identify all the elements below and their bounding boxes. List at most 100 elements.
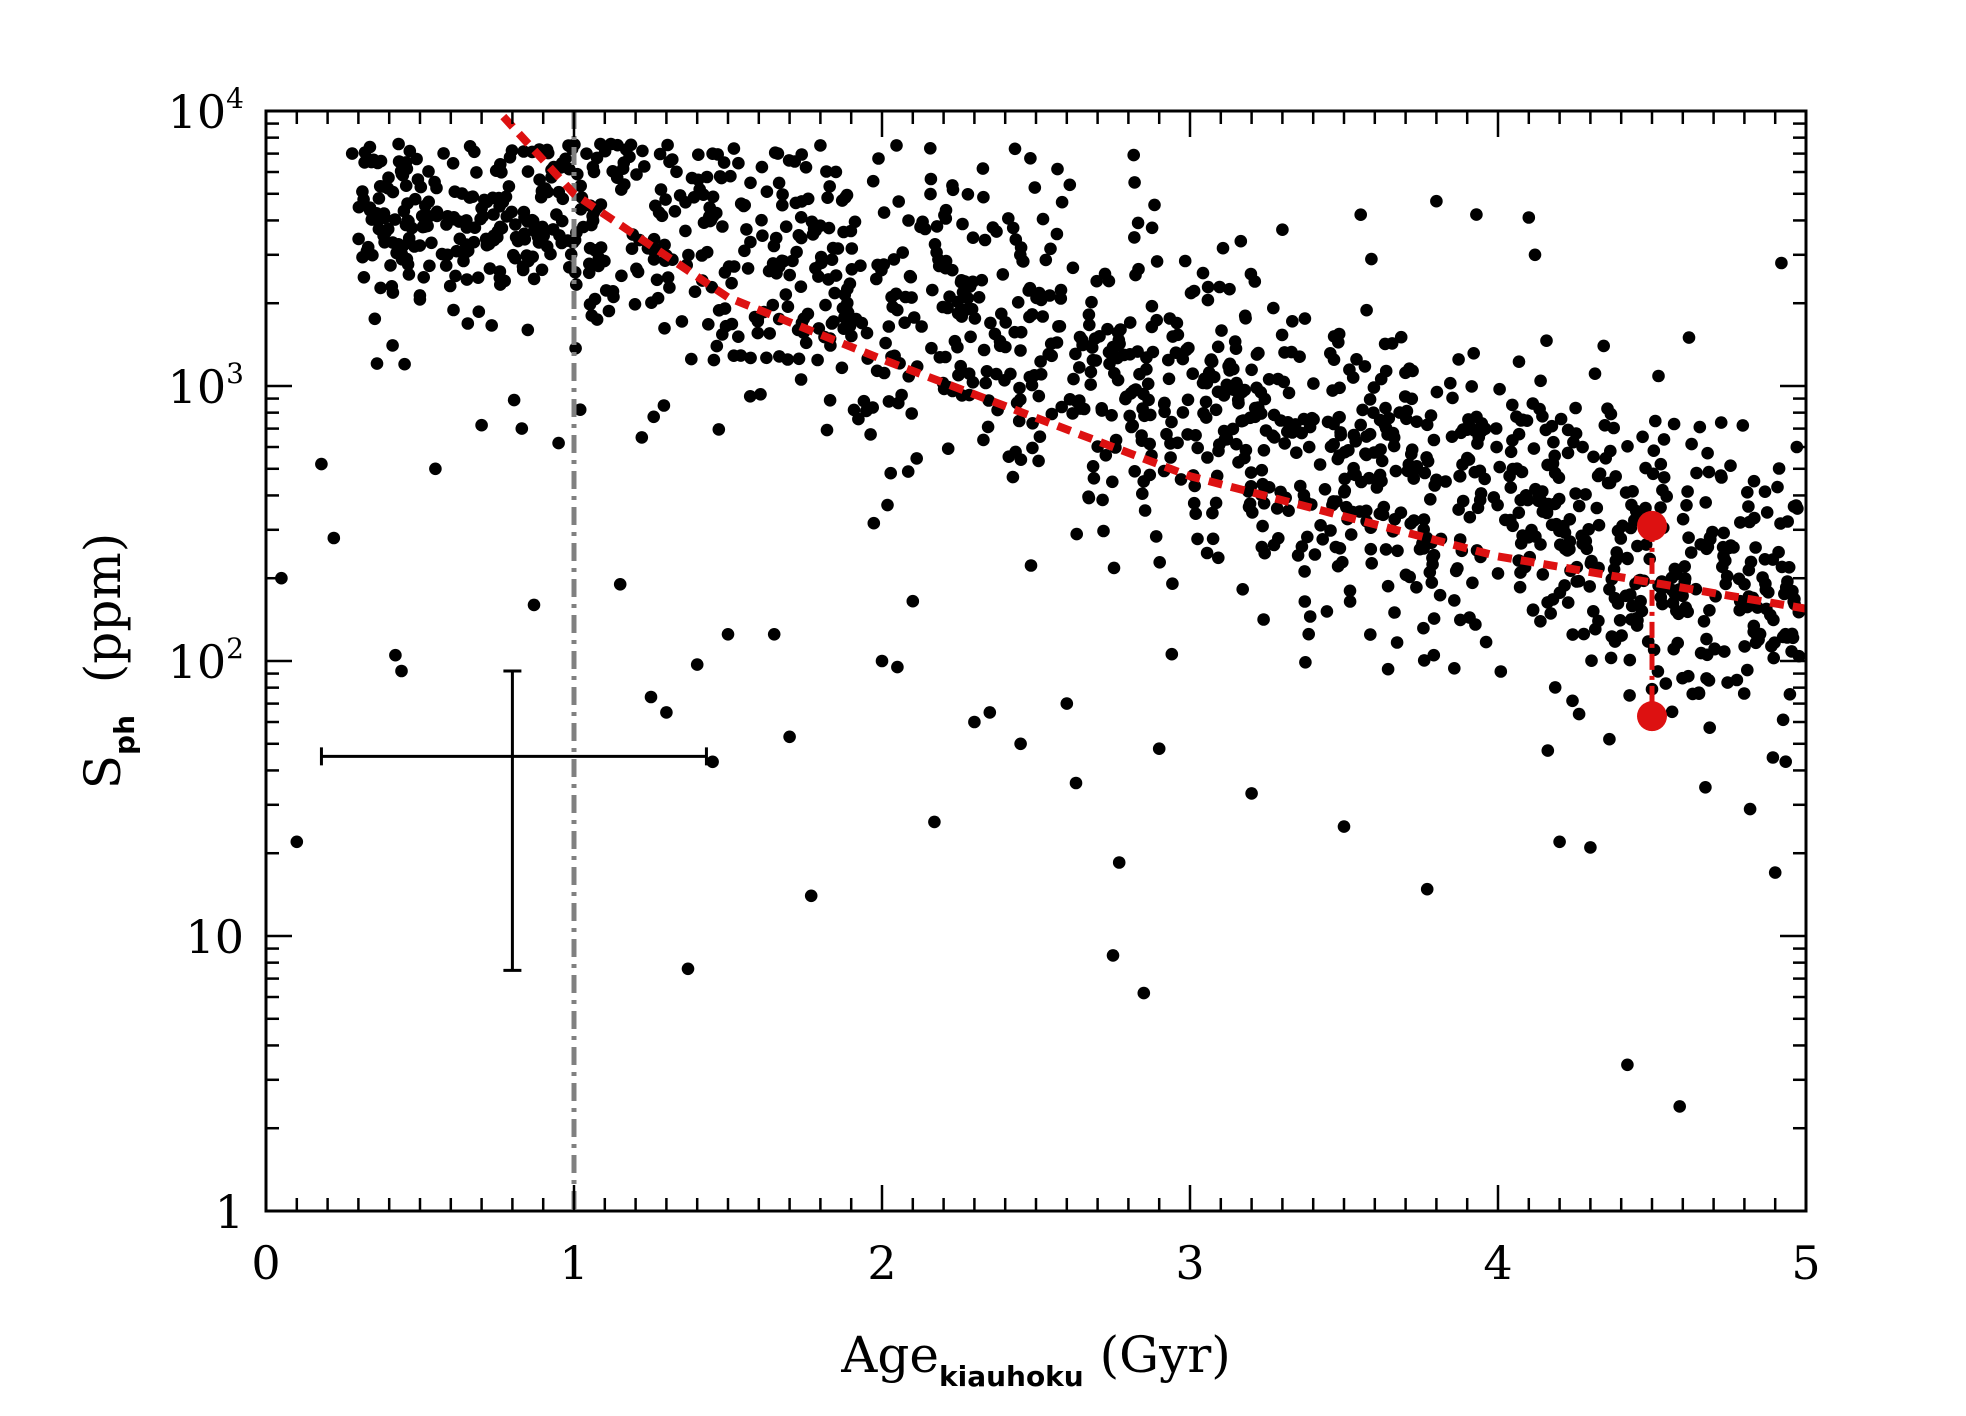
scatter-point	[1166, 577, 1179, 590]
scatter-point	[1561, 446, 1575, 460]
scatter-point	[402, 231, 416, 245]
scatter-point	[1363, 393, 1377, 406]
scatter-point	[821, 191, 834, 204]
scatter-point	[966, 231, 980, 244]
scatter-point	[1187, 496, 1201, 510]
scatter-point	[965, 302, 979, 316]
scatter-point	[1553, 835, 1566, 849]
scatter-point	[1095, 404, 1109, 417]
scatter-point	[1270, 502, 1284, 515]
scatter-point	[1667, 642, 1680, 656]
scatter-point	[1506, 462, 1520, 476]
scatter-point	[1452, 353, 1465, 366]
scatter-point	[1141, 377, 1155, 391]
scatter-point	[1399, 568, 1413, 582]
scatter-point	[1732, 572, 1746, 586]
scatter-point	[1036, 212, 1050, 226]
scatter-point	[706, 190, 720, 204]
scatter-point	[1125, 420, 1138, 434]
scatter-point	[1337, 820, 1351, 833]
scatter-point	[1243, 411, 1257, 425]
scatter-point	[805, 215, 819, 229]
scatter-point	[1684, 546, 1698, 559]
scatter-point	[587, 165, 601, 179]
scatter-point	[1324, 347, 1337, 360]
scatter-point	[1659, 677, 1673, 690]
scatter-point	[1744, 555, 1758, 569]
scatter-point	[1354, 208, 1367, 221]
scatter-point	[1200, 546, 1214, 560]
scatter-point	[1623, 689, 1636, 702]
scatter-point	[1656, 597, 1669, 611]
scatter-point	[670, 165, 683, 179]
sun-point	[1637, 510, 1667, 541]
scatter-point	[702, 318, 715, 331]
scatter-point	[1623, 653, 1637, 667]
scatter-point	[829, 165, 843, 179]
scatter-point	[1055, 400, 1068, 414]
scatter-point	[924, 187, 937, 201]
scatter-point	[1390, 636, 1404, 649]
scatter-point	[937, 382, 951, 396]
scatter-point	[1621, 440, 1634, 453]
scatter-point	[1490, 440, 1503, 454]
scatter-point	[955, 310, 968, 323]
scatter-point	[814, 250, 828, 264]
scatter-point	[990, 367, 1003, 381]
scatter-point	[1350, 353, 1363, 366]
scatter-point	[896, 246, 909, 259]
x-axis-title-suffix: (Gyr)	[1084, 1326, 1231, 1384]
scatter-point	[756, 229, 769, 242]
scatter-point	[1772, 462, 1786, 475]
scatter-point	[1479, 635, 1493, 649]
scatter-point	[1076, 338, 1089, 352]
scatter-point	[1681, 605, 1694, 619]
scatter-point	[414, 180, 428, 194]
scatter-point	[1033, 430, 1047, 444]
scatter-point	[1701, 446, 1714, 460]
scatter-point	[1305, 411, 1319, 425]
scatter-point	[1424, 493, 1437, 506]
scatter-point	[1267, 301, 1280, 315]
scatter-point	[1467, 347, 1480, 360]
scatter-point	[1248, 401, 1262, 415]
scatter-point	[358, 146, 372, 159]
scatter-point	[1054, 283, 1068, 297]
scatter-point	[1324, 440, 1338, 454]
scatter-point	[345, 147, 359, 160]
scatter-point	[885, 290, 898, 304]
scatter-point	[1006, 470, 1020, 484]
scatter-point	[1760, 506, 1774, 519]
scatter-point	[502, 180, 516, 193]
scatter-point	[1391, 544, 1404, 558]
scatter-point	[718, 266, 732, 279]
scatter-point	[841, 282, 854, 296]
scatter-point	[1738, 640, 1751, 653]
scatter-point	[1364, 542, 1378, 556]
scatter-point	[1541, 596, 1554, 609]
scatter-point	[1239, 443, 1253, 457]
scatter-point	[1752, 633, 1765, 647]
scatter-point	[546, 223, 560, 236]
scatter-point	[845, 242, 859, 255]
scatter-point	[452, 215, 466, 228]
scatter-point	[1654, 501, 1667, 514]
scatter-point	[1607, 563, 1621, 576]
scatter-point	[1367, 446, 1381, 459]
scatter-point	[1162, 353, 1175, 367]
scatter-point	[760, 351, 773, 365]
scatter-point	[1651, 665, 1665, 678]
scatter-point	[1522, 211, 1536, 224]
scatter-point	[552, 185, 566, 199]
scatter-point	[1034, 355, 1047, 368]
scatter-point	[966, 376, 980, 389]
scatter-point	[1090, 274, 1103, 288]
scatter-point	[845, 329, 858, 343]
scatter-point	[1330, 495, 1343, 508]
scatter-point	[1585, 554, 1598, 568]
scatter-point	[795, 195, 808, 208]
scatter-point	[1468, 465, 1482, 479]
scatter-point	[1354, 418, 1367, 432]
scatter-point	[1262, 373, 1276, 386]
scatter-point	[854, 259, 867, 273]
